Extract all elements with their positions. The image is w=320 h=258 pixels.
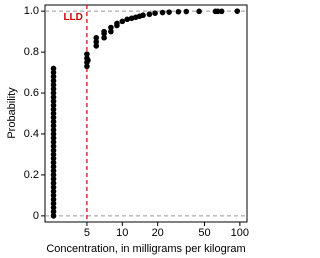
data-point	[50, 192, 57, 199]
data-point	[50, 114, 57, 121]
y-tick-label: 0.6	[24, 87, 39, 99]
data-point	[50, 77, 57, 84]
x-tick-label: 100	[231, 227, 249, 239]
data-point	[119, 18, 126, 25]
data-point	[50, 155, 57, 162]
data-point	[50, 86, 57, 92]
y-tick-label: 0.4	[24, 128, 39, 140]
data-point	[50, 98, 57, 105]
data-point	[196, 8, 202, 15]
data-point	[101, 34, 107, 41]
data-point	[166, 9, 172, 15]
data-point	[50, 196, 57, 203]
data-point	[234, 8, 241, 14]
data-point	[50, 172, 57, 178]
data-point	[175, 8, 182, 15]
data-point	[50, 135, 57, 141]
data-point	[50, 168, 57, 174]
data-point	[50, 139, 57, 145]
data-point	[108, 28, 114, 35]
data-point	[50, 110, 57, 117]
data-point	[50, 90, 57, 96]
data-point	[183, 8, 190, 15]
data-point	[140, 12, 146, 19]
data-point	[50, 143, 57, 150]
data-point	[50, 176, 57, 182]
data-point	[50, 106, 57, 113]
data-point	[93, 39, 100, 45]
data-point	[50, 188, 57, 195]
data-point	[50, 147, 57, 154]
data-point	[50, 159, 57, 166]
data-point	[50, 213, 57, 219]
y-tick-label: 0.2	[24, 169, 39, 181]
data-point	[218, 8, 225, 15]
data-point	[50, 204, 57, 211]
data-point	[50, 180, 57, 186]
data-point	[84, 63, 90, 70]
data-point	[108, 24, 114, 31]
x-tick-label: 20	[152, 227, 164, 239]
data-point	[85, 57, 91, 64]
plot-frame	[44, 4, 248, 223]
data-point	[50, 118, 57, 125]
x-tick-label: 50	[198, 227, 210, 239]
data-point	[50, 184, 57, 190]
y-axis-label: Probability	[6, 87, 18, 139]
y-tick-label: 0.8	[24, 46, 39, 58]
data-point	[50, 82, 57, 88]
data-point	[101, 28, 107, 35]
data-point	[50, 151, 57, 158]
data-point	[84, 51, 90, 57]
data-point	[146, 11, 153, 18]
data-point	[50, 94, 57, 100]
data-point	[50, 69, 57, 76]
data-point	[50, 102, 57, 109]
data-point	[114, 20, 120, 27]
x-tick-label: 5	[84, 227, 90, 239]
x-tick-label: 10	[116, 227, 128, 239]
data-point	[50, 208, 57, 215]
data-point	[50, 122, 57, 129]
y-tick-label: 1.0	[24, 5, 39, 17]
data-point	[50, 65, 57, 72]
data-point	[50, 163, 57, 170]
chart: Probability Concentration, in milligrams…	[6, 4, 249, 255]
y-tick-label: 0	[33, 210, 39, 222]
data-point	[50, 73, 57, 80]
x-axis-label: Concentration, in milligrams per kilogra…	[46, 243, 245, 255]
data-point	[93, 34, 100, 41]
data-point	[50, 200, 57, 207]
data-point	[50, 127, 57, 133]
data-point	[159, 9, 166, 16]
lld-label: LLD	[63, 12, 82, 23]
data-point	[124, 16, 130, 23]
data-point	[50, 131, 57, 137]
data-point	[152, 10, 158, 16]
data-point	[93, 43, 100, 49]
